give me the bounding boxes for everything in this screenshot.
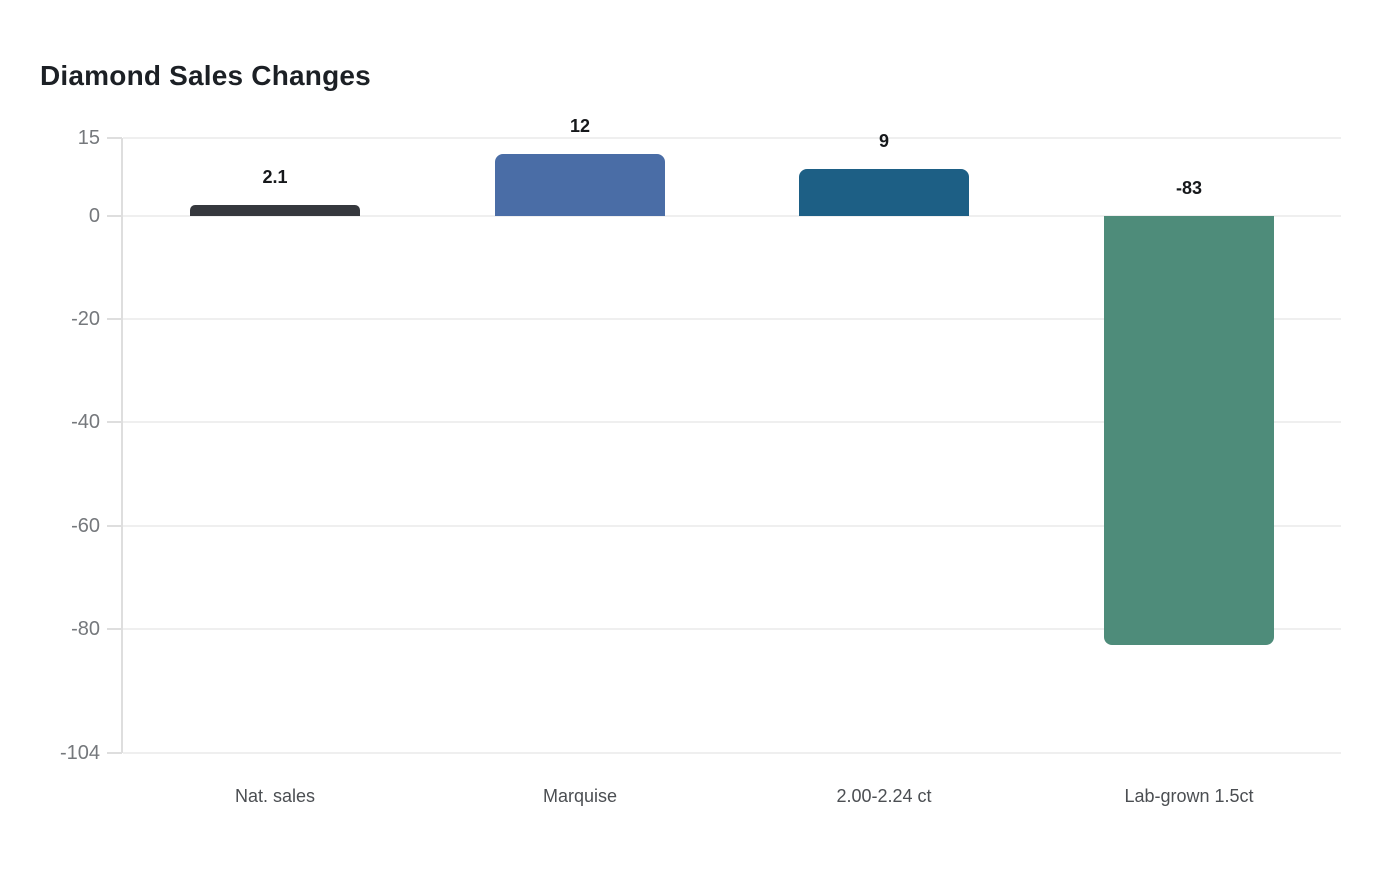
y-tick-mark <box>107 215 122 217</box>
bar-2-00-2-24-ct <box>799 169 969 216</box>
gridline <box>123 525 1341 527</box>
y-tick-label: -104 <box>59 742 100 764</box>
y-tick-mark <box>107 525 122 527</box>
bar-nat-sales <box>190 205 360 216</box>
y-tick-label: -60 <box>71 515 100 537</box>
y-tick-mark <box>107 628 122 630</box>
chart-title: Diamond Sales Changes <box>40 60 371 91</box>
x-category-label: 2.00-2.24 ct <box>836 786 932 806</box>
bar-value-label: 9 <box>878 131 889 151</box>
bar-lab-grown-1-5ct <box>1104 216 1274 645</box>
x-category-label: Nat. sales <box>234 786 316 806</box>
gridline <box>123 752 1341 754</box>
y-tick-mark <box>107 752 122 754</box>
x-category-label: Lab-grown 1.5ct <box>1124 786 1254 806</box>
y-tick-label: 15 <box>77 127 100 149</box>
y-tick-mark <box>107 421 122 423</box>
y-axis-line <box>121 138 123 753</box>
gridline <box>123 318 1341 320</box>
bar-value-label: -83 <box>1175 178 1202 198</box>
y-tick-mark <box>107 137 122 139</box>
y-tick-label: -20 <box>71 308 100 330</box>
gridline <box>123 137 1341 139</box>
y-tick-label: 0 <box>88 205 100 227</box>
y-tick-label: -40 <box>71 411 100 433</box>
y-tick-label: -80 <box>71 618 100 640</box>
y-tick-mark <box>107 318 122 320</box>
gridline <box>123 421 1341 423</box>
bar-value-label: 12 <box>569 116 591 136</box>
gridline <box>123 628 1341 630</box>
x-category-label: Marquise <box>542 786 618 806</box>
gridline <box>123 215 1341 217</box>
bar-value-label: 2.1 <box>262 167 288 187</box>
bar-marquise <box>495 154 665 216</box>
